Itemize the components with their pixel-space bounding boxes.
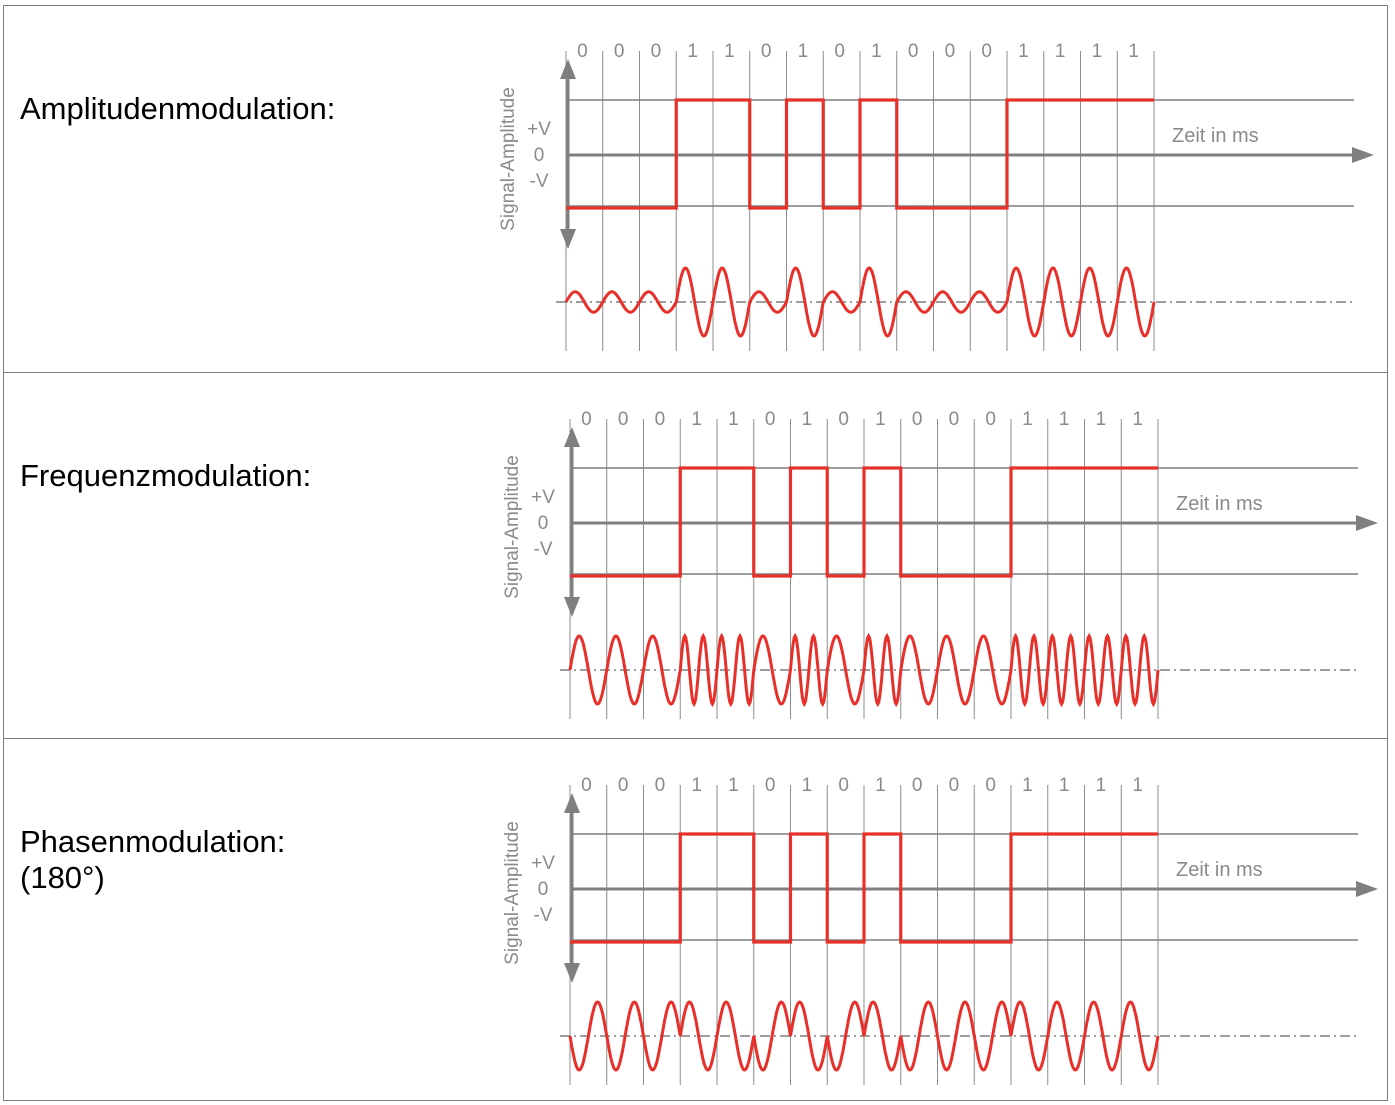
level-label: -V (534, 539, 553, 560)
bit-label: 1 (691, 775, 702, 796)
bit-label: 0 (981, 41, 992, 62)
fm-diagram: 0 0 0 1 1 0 1 0 1 0 0 0 1 1 1 1 Signal-Amplitude +V 0 -V Zei… (502, 409, 1378, 719)
bit-label: 1 (728, 775, 739, 796)
amplitude-axis-down-arrow-icon (564, 597, 580, 617)
amplitude-axis-down-arrow-icon (564, 963, 580, 983)
time-axis-arrow-icon (1356, 881, 1378, 897)
amplitude-axis-up-arrow-icon (560, 59, 576, 79)
amplitude-axis-up-arrow-icon (564, 427, 580, 447)
y-axis-label: Signal-Amplitude (502, 821, 523, 965)
bit-label: 1 (871, 41, 882, 62)
bit-label: 0 (908, 41, 919, 62)
bit-label: 0 (618, 775, 629, 796)
bit-label: 0 (614, 41, 625, 62)
bit-label: 1 (798, 41, 809, 62)
pm-diagram: 0 0 0 1 1 0 1 0 1 0 0 0 1 1 1 1 Signal-Amplitude +V 0 -V Zei… (502, 775, 1378, 1085)
bit-label: 1 (1096, 775, 1107, 796)
bit-label: 0 (985, 775, 996, 796)
bit-label: 1 (728, 409, 739, 430)
bit-label: 0 (945, 41, 956, 62)
bit-label: 0 (581, 775, 592, 796)
bit-label: 0 (655, 775, 666, 796)
bit-label: 1 (875, 775, 886, 796)
row-frequency-modulation: Frequenzmodulation: 0 0 0 1 1 0 1 0 1 0 0 0 1 1 1 1 Sign… (4, 372, 1387, 739)
am-diagram: 0 0 0 1 1 0 1 0 1 0 0 0 1 1 1 1 Signal-Amplitude +V 0 -V Zei… (498, 41, 1374, 351)
bit-label: 1 (1022, 409, 1033, 430)
bit-label: 1 (1022, 775, 1033, 796)
bit-label: 0 (761, 41, 772, 62)
row-amplitude-modulation: Amplitudenmodulation: 0 0 0 1 1 0 1 0 1 0 0 0 1 1 1 1 Si… (4, 6, 1387, 372)
bit-label: 0 (581, 409, 592, 430)
digital-signal (570, 832, 1158, 944)
digital-signal (570, 466, 1158, 578)
bit-label: 1 (1018, 41, 1029, 62)
level-label: 0 (538, 513, 549, 534)
modulated-signal (568, 632, 1160, 708)
bit-label: 1 (1132, 775, 1143, 796)
modulation-table: Amplitudenmodulation: 0 0 0 1 1 0 1 0 1 0 0 0 1 1 1 1 Si… (3, 5, 1388, 1101)
digital-signal (566, 98, 1154, 210)
bit-label: 1 (1128, 41, 1139, 62)
row-label: Amplitudenmodulation: (20, 91, 336, 126)
bit-label: 0 (765, 409, 776, 430)
bit-label: 0 (912, 775, 923, 796)
time-axis-arrow-icon (1356, 515, 1378, 531)
bit-label: 0 (912, 409, 923, 430)
level-label: 0 (534, 145, 545, 166)
bit-label: 1 (1096, 409, 1107, 430)
level-label: -V (530, 171, 549, 192)
bit-label: 0 (651, 41, 662, 62)
time-axis-label: Zeit in ms (1176, 493, 1263, 515)
bit-label: 0 (577, 41, 588, 62)
level-label: +V (531, 487, 555, 508)
time-axis-label: Zeit in ms (1176, 859, 1263, 881)
bit-label: 1 (687, 41, 698, 62)
y-axis-label: Signal-Amplitude (502, 455, 523, 599)
bit-label: 0 (985, 409, 996, 430)
bit-label: 1 (691, 409, 702, 430)
time-axis-label: Zeit in ms (1172, 125, 1259, 147)
bit-label: 1 (1059, 775, 1070, 796)
amplitude-axis-up-arrow-icon (564, 793, 580, 813)
row-phase-modulation: Phasenmodulation: (180°) 0 0 0 1 1 0 1 0 1 0 0 0 1 1 1… (4, 738, 1387, 1101)
level-label: +V (527, 119, 551, 140)
level-label: 0 (538, 879, 549, 900)
bit-label: 0 (834, 41, 845, 62)
bit-label: 0 (655, 409, 666, 430)
bit-label: 1 (802, 409, 813, 430)
bit-label: 0 (618, 409, 629, 430)
bit-label: 1 (1055, 41, 1066, 62)
level-label: -V (534, 905, 553, 926)
y-axis-label: Signal-Amplitude (498, 87, 519, 231)
bit-label: 1 (1059, 409, 1070, 430)
level-label: +V (531, 853, 555, 874)
bit-label: 0 (949, 775, 960, 796)
bit-label: 1 (724, 41, 735, 62)
row-label: Phasenmodulation: (180°) (20, 824, 286, 895)
bit-label: 1 (1092, 41, 1103, 62)
bit-label: 0 (765, 775, 776, 796)
amplitude-axis-down-arrow-icon (560, 229, 576, 249)
bit-label: 0 (838, 775, 849, 796)
row-label: Frequenzmodulation: (20, 458, 312, 493)
bit-label: 0 (838, 409, 849, 430)
modulated-signal (564, 266, 1156, 338)
modulated-signal (568, 1000, 1160, 1072)
time-axis-arrow-icon (1352, 147, 1374, 163)
bit-label: 0 (949, 409, 960, 430)
bit-label: 1 (875, 409, 886, 430)
bit-label: 1 (802, 775, 813, 796)
bit-label: 1 (1132, 409, 1143, 430)
